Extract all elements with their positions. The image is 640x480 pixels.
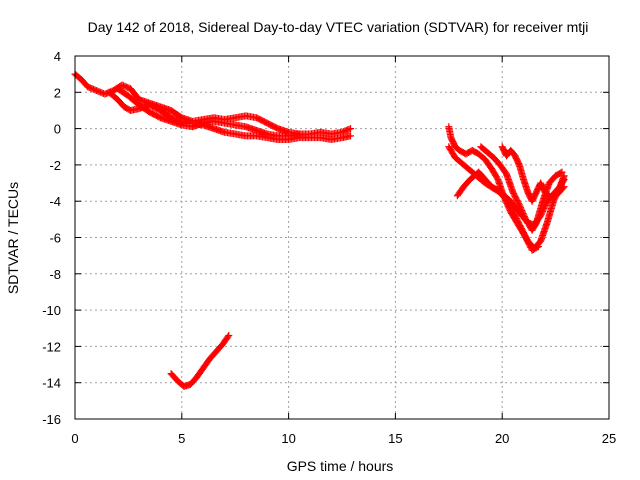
- series-arc-low: [167, 332, 233, 390]
- grid-lines: [75, 56, 609, 419]
- data-point: [557, 169, 565, 177]
- x-tick-label: 20: [495, 431, 509, 446]
- y-tick-label: -6: [49, 231, 61, 246]
- series-arc-late-c: [477, 143, 566, 234]
- y-tick-label: -2: [49, 158, 61, 173]
- series-arc-late-d: [498, 143, 568, 205]
- data-point: [295, 130, 303, 138]
- series-arc-late-e: [453, 168, 543, 254]
- data-point: [560, 183, 568, 191]
- y-axis-title: SDTVAR / TECUs: [5, 182, 21, 294]
- x-axis-title: GPS time / hours: [287, 458, 394, 474]
- axis-ticks: [74, 55, 610, 420]
- data-point: [559, 184, 567, 192]
- y-tick-label: 2: [54, 85, 61, 100]
- x-tick-label: 5: [178, 431, 185, 446]
- y-tick-label: -8: [49, 267, 61, 282]
- y-tick-label: -4: [49, 194, 61, 209]
- y-tick-label: -12: [42, 339, 61, 354]
- series-arc-early-c: [114, 85, 303, 140]
- chart-title: Day 142 of 2018, Sidereal Day-to-day VTE…: [88, 19, 589, 35]
- y-tick-label: 0: [54, 122, 61, 137]
- x-tick-label: 10: [281, 431, 295, 446]
- data-point: [533, 243, 541, 251]
- y-tick-label: 4: [54, 49, 61, 64]
- data-point: [347, 125, 355, 133]
- x-tick-label: 25: [602, 431, 616, 446]
- data-point: [224, 333, 232, 341]
- y-tick-label: -16: [42, 412, 61, 427]
- y-tick-label: -10: [42, 303, 61, 318]
- data-point: [347, 132, 355, 140]
- x-tick-label: 15: [388, 431, 402, 446]
- data-point: [535, 243, 543, 251]
- data-points: [71, 70, 568, 390]
- data-point: [345, 125, 353, 133]
- data-point: [558, 168, 566, 176]
- y-tick-label: -14: [42, 376, 61, 391]
- x-tick-label: 0: [71, 431, 78, 446]
- data-point: [225, 332, 233, 340]
